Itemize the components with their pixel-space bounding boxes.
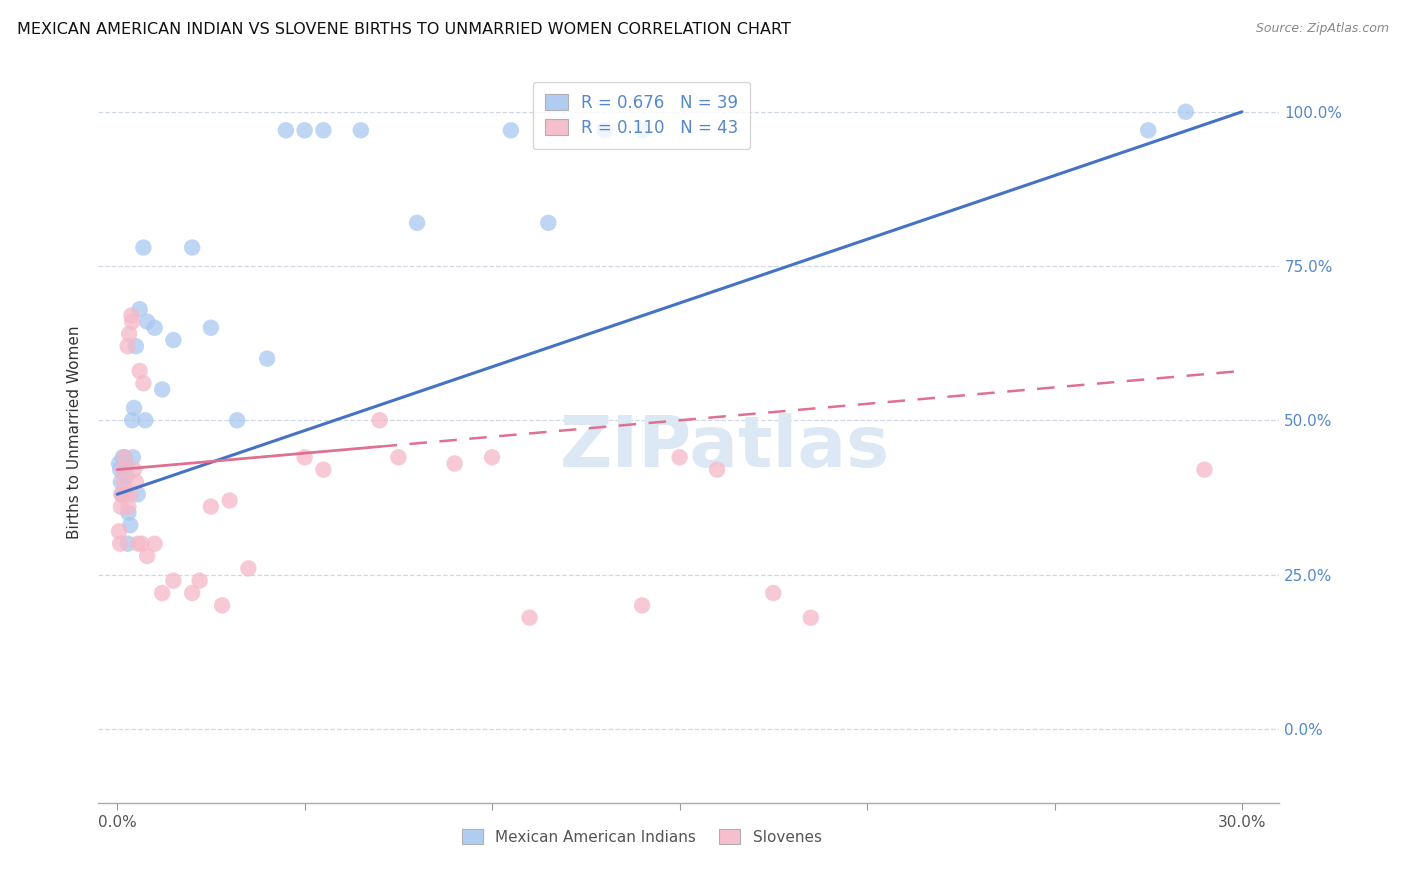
Point <box>162 333 184 347</box>
Point <box>312 462 335 476</box>
Point <box>256 351 278 366</box>
Point <box>132 376 155 391</box>
Point <box>118 326 141 341</box>
Point <box>668 450 690 465</box>
Point <box>481 450 503 465</box>
Point <box>127 487 149 501</box>
Point <box>136 549 159 563</box>
Point <box>387 450 409 465</box>
Point <box>631 123 654 137</box>
Point <box>108 462 131 476</box>
Point <box>111 487 134 501</box>
Point <box>181 240 204 255</box>
Point <box>125 475 148 489</box>
Point <box>128 364 150 378</box>
Point <box>312 123 335 137</box>
Text: MEXICAN AMERICAN INDIAN VS SLOVENE BIRTHS TO UNMARRIED WOMEN CORRELATION CHART: MEXICAN AMERICAN INDIAN VS SLOVENE BIRTH… <box>17 22 790 37</box>
Point <box>111 487 134 501</box>
Point <box>108 536 131 550</box>
Point <box>1194 462 1216 476</box>
Point <box>128 302 150 317</box>
Point <box>211 599 233 613</box>
Point <box>150 586 173 600</box>
Point <box>115 468 138 483</box>
Legend: Mexican American Indians, Slovenes: Mexican American Indians, Slovenes <box>456 823 828 851</box>
Point <box>136 314 159 328</box>
Point <box>127 536 149 550</box>
Text: ZIPatlas: ZIPatlas <box>560 413 890 482</box>
Point <box>218 493 240 508</box>
Y-axis label: Births to Unmarried Women: Births to Unmarried Women <box>67 326 83 540</box>
Point <box>443 457 465 471</box>
Point <box>499 123 522 137</box>
Point <box>110 475 132 489</box>
Point <box>114 487 136 501</box>
Point <box>120 518 142 533</box>
Point <box>117 536 139 550</box>
Point <box>294 450 316 465</box>
Point <box>134 413 156 427</box>
Point <box>143 320 166 334</box>
Point <box>117 339 139 353</box>
Point <box>121 413 143 427</box>
Point <box>143 536 166 550</box>
Point <box>519 610 541 624</box>
Point <box>117 506 139 520</box>
Point <box>1174 104 1197 119</box>
Point <box>706 462 728 476</box>
Point <box>122 450 145 465</box>
Point <box>121 314 143 328</box>
Point <box>226 413 249 427</box>
Point <box>120 309 142 323</box>
Point <box>117 500 139 514</box>
Point <box>631 599 654 613</box>
Point <box>108 457 131 471</box>
Point <box>800 610 823 624</box>
Point <box>238 561 260 575</box>
Point <box>350 123 373 137</box>
Point <box>112 475 135 489</box>
Point <box>294 123 316 137</box>
Point <box>274 123 297 137</box>
Point <box>112 462 135 476</box>
Point <box>131 536 153 550</box>
Point <box>181 586 204 600</box>
Point <box>368 413 391 427</box>
Point <box>110 500 132 514</box>
Point <box>111 450 134 465</box>
Point <box>111 462 134 476</box>
Point <box>125 339 148 353</box>
Point <box>593 123 616 137</box>
Point <box>114 450 136 465</box>
Point <box>162 574 184 588</box>
Point <box>150 383 173 397</box>
Point <box>108 524 131 539</box>
Text: Source: ZipAtlas.com: Source: ZipAtlas.com <box>1256 22 1389 36</box>
Point <box>537 216 560 230</box>
Point <box>188 574 211 588</box>
Point <box>762 586 785 600</box>
Point <box>1137 123 1160 137</box>
Point <box>114 450 136 465</box>
Point <box>120 487 142 501</box>
Point <box>122 401 145 415</box>
Point <box>114 457 136 471</box>
Point <box>132 240 155 255</box>
Point <box>122 462 145 476</box>
Point <box>406 216 429 230</box>
Point <box>200 320 222 334</box>
Point <box>200 500 222 514</box>
